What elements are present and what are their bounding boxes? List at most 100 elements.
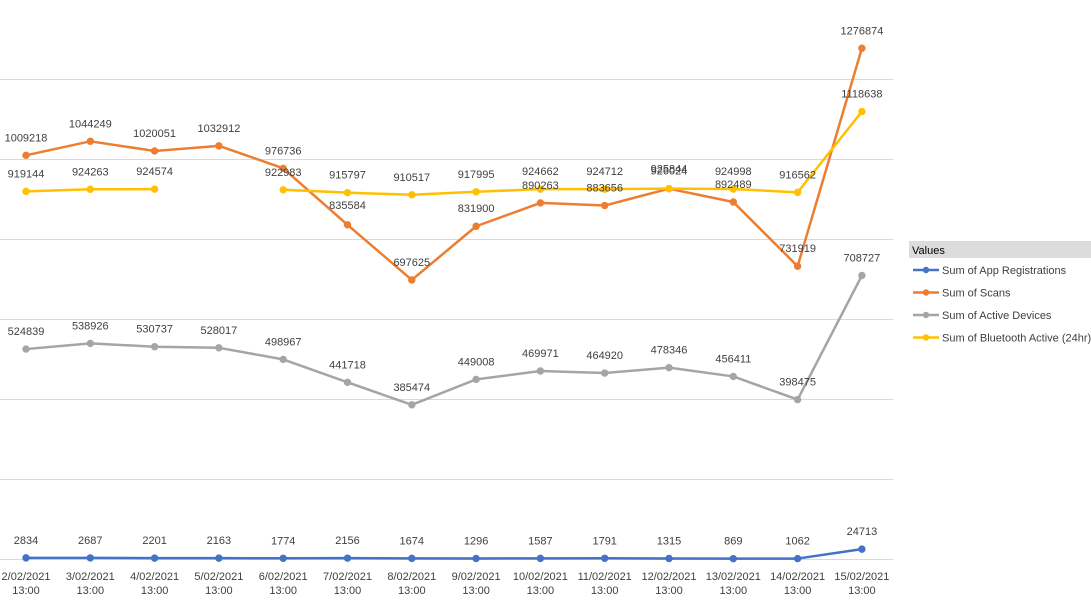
series-sum-of-scans [22,44,866,284]
data-point [86,137,95,146]
x-tick-label: 7/02/2021 13:00 [323,571,372,597]
data-point [408,191,416,199]
series-sum-of-app-registrations [22,545,866,563]
data-label: 924574 [136,166,173,178]
x-tick-label: 11/02/2021 13:00 [578,571,632,597]
series-sum-of-bluetooth-active-24hr [22,107,866,199]
data-label: 524839 [8,326,45,338]
data-label: 1315 [657,535,681,547]
data-label: 24713 [847,526,878,538]
x-tick-label: 10/02/2021 13:00 [513,571,568,597]
data-point [408,401,416,409]
data-label: 538926 [72,320,109,332]
data-label: 892489 [715,179,752,191]
data-point [665,554,673,563]
data-label: 449008 [458,356,495,368]
data-label: 1009218 [5,132,48,144]
data-label: 910517 [393,172,430,184]
data-point [343,378,352,387]
data-label: 924263 [72,166,109,178]
data-label: 1674 [400,535,424,547]
data-label: 1276874 [840,25,883,37]
data-label: 731919 [779,243,816,255]
data-point [279,164,287,173]
data-point [601,201,609,210]
data-label: 441718 [329,359,366,371]
data-label: 924712 [586,166,623,178]
data-label: 708727 [844,253,881,265]
data-label: 2834 [14,535,38,547]
data-point [472,375,480,384]
data-point [150,554,159,562]
data-point [343,188,352,197]
legend-swatch-marker [922,289,930,296]
data-point [150,343,159,351]
legend-swatch-marker [922,266,930,274]
data-point [729,372,737,381]
data-point [729,198,737,206]
data-label: 835584 [329,200,366,212]
data-label: 831900 [458,203,495,215]
x-tick-label: 5/02/2021 13:00 [194,571,243,597]
data-point [536,199,545,207]
series-line [24,547,864,560]
data-label: 528017 [201,325,238,337]
data-point [729,185,737,193]
data-point [793,262,802,270]
x-tick-label: 4/02/2021 13:00 [130,571,179,597]
data-label: 1791 [592,535,616,547]
x-tick-label: 15/02/2021 13:00 [834,571,889,597]
x-axis-tick-labels: 2/02/2021 13:00 3/02/2021 13:00 4/02/2021 13:… [2,571,890,597]
data-label: 890263 [522,180,559,192]
data-label: 919144 [8,168,45,180]
legend-label: Sum of Active Devices [942,310,1052,322]
data-point [215,142,223,150]
x-tick-label: 6/02/2021 13:00 [259,571,308,597]
x-tick-label: 8/02/2021 13:00 [387,571,436,597]
data-labels: 2834 2687 2201 2163 1774 2156 1674 1296 1587 1791… [5,25,884,547]
legend-item: Sum of Bluetooth Active (24hr) [913,333,1091,345]
data-label: 464920 [586,350,623,362]
data-point [536,185,545,193]
series-line [24,47,864,282]
data-point [215,344,223,352]
data-point [858,545,866,553]
x-tick-label: 14/02/2021 13:00 [770,571,825,597]
data-label: 456411 [715,353,751,365]
legend-label: Sum of Scans [942,288,1011,300]
x-tick-label: 13/02/2021 13:00 [706,571,761,597]
data-point [858,44,866,52]
data-label: 917995 [458,169,495,181]
data-point [858,271,866,280]
data-label: 925844 [651,164,688,176]
data-label: 924998 [715,166,752,178]
data-label: 2687 [78,535,102,547]
data-point [601,554,609,562]
data-label: 869 [724,536,742,548]
data-point [472,554,480,563]
legend: Values Sum of App Registrations Sum of Sca… [909,241,1091,345]
data-point [472,188,480,196]
data-label: 976736 [265,145,302,157]
data-label: 1044249 [69,118,112,130]
data-point [601,369,609,377]
data-label: 1062 [785,536,809,548]
data-point [86,554,95,562]
legend-item: Sum of Scans [913,288,1011,300]
data-point [22,554,30,562]
data-label: 1296 [464,535,488,547]
data-point [793,395,802,404]
series-lines [22,44,866,563]
legend-label: Sum of App Registrations [942,265,1067,277]
x-tick-label: 12/02/2021 13:00 [641,571,696,597]
data-label: 385474 [393,382,430,394]
legend-swatch-marker [922,311,930,319]
series-line [24,274,864,407]
data-point [279,186,287,194]
series-line [281,110,864,197]
data-label: 498967 [265,336,302,348]
data-label: 2201 [142,535,166,547]
series-sum-of-active-devices [22,271,866,409]
data-label: 2163 [207,535,231,547]
